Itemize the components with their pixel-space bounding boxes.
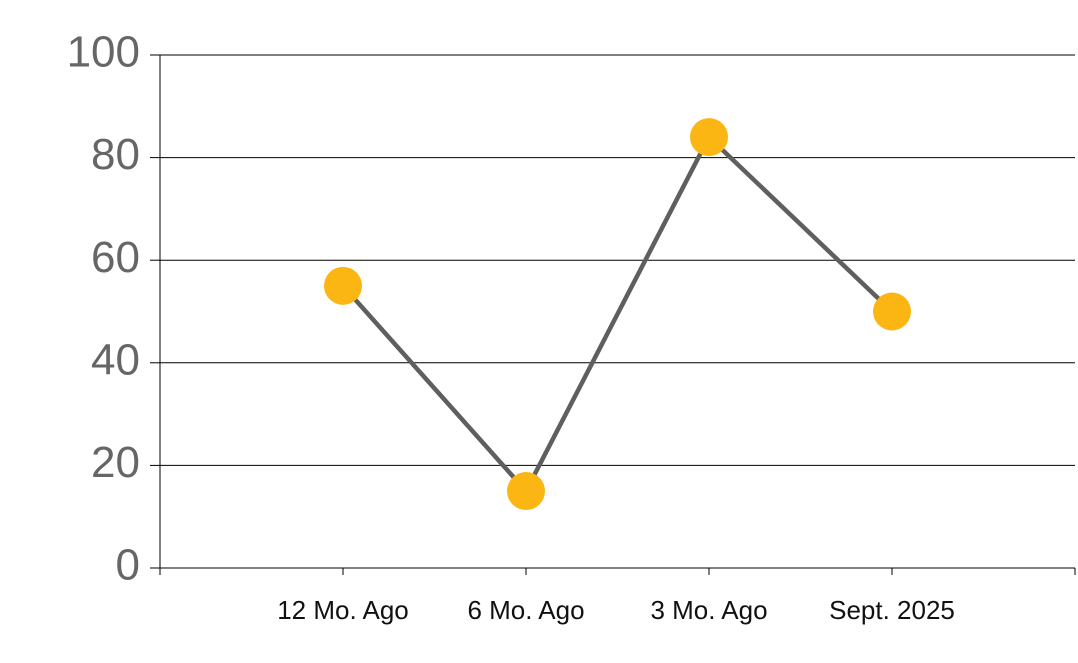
- y-tick-label: 60: [91, 233, 140, 282]
- y-tick-label: 40: [91, 335, 140, 384]
- x-tick-label: 6 Mo. Ago: [467, 595, 584, 625]
- data-point: [873, 292, 911, 331]
- data-point: [507, 472, 545, 511]
- data-point: [690, 118, 728, 157]
- y-tick-label: 80: [91, 130, 140, 179]
- y-tick-label: 100: [67, 28, 140, 77]
- series-line: [341, 133, 894, 495]
- x-tick-label: Sept. 2025: [829, 595, 955, 625]
- y-tick-label: 0: [116, 541, 140, 590]
- y-tick-label: 20: [91, 438, 140, 487]
- x-tick-label: 12 Mo. Ago: [277, 595, 409, 625]
- x-tick-label: 3 Mo. Ago: [650, 595, 767, 625]
- data-point: [324, 266, 362, 305]
